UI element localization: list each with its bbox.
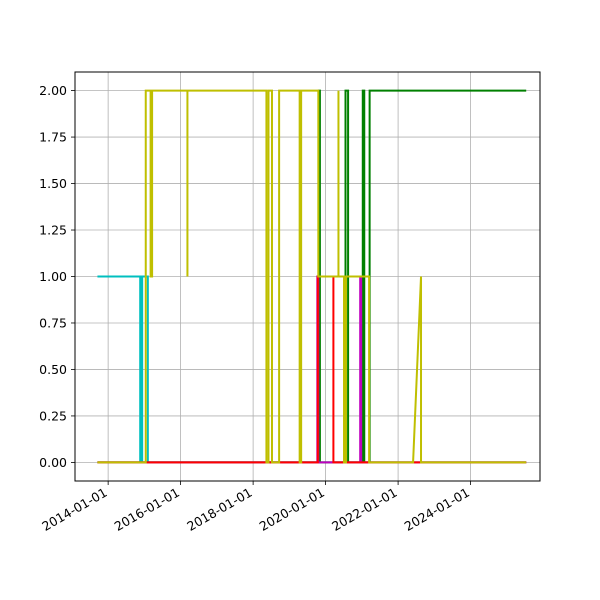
y-tick-label: 1.75: [39, 130, 67, 145]
y-tick-label: 2.00: [39, 83, 67, 98]
y-tick-label: 0.50: [39, 362, 67, 377]
series-group: [97, 89, 527, 464]
y-tick-label: 0.00: [39, 455, 67, 470]
y-tick-label: 0.75: [39, 315, 67, 330]
y-tick-label: 1.00: [39, 269, 67, 284]
y-tick-label: 1.25: [39, 223, 67, 238]
y-tick-label: 0.25: [39, 408, 67, 423]
series-line-1: [97, 275, 527, 464]
series-line-5: [97, 89, 527, 464]
y-tick-label: 1.50: [39, 176, 67, 191]
